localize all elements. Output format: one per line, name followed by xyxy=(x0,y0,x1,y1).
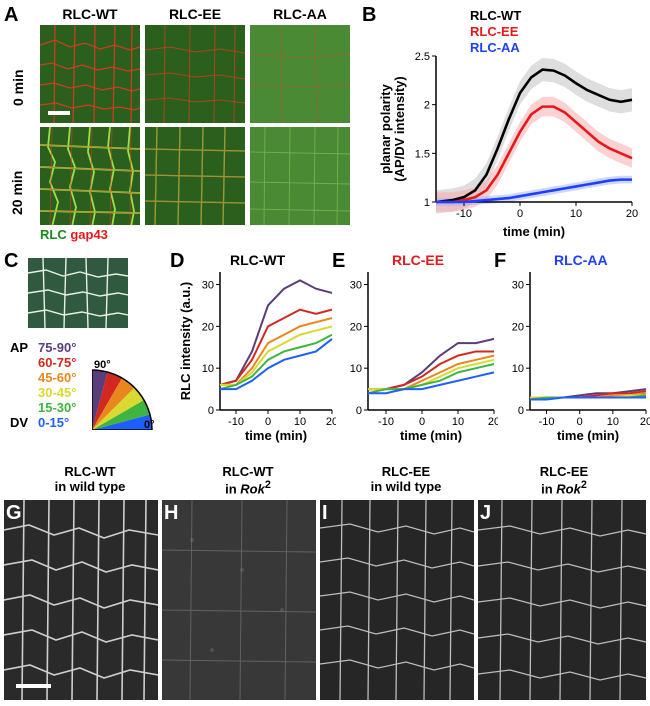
svg-text:(AP/DV intensity): (AP/DV intensity) xyxy=(392,76,407,181)
svg-text:10: 10 xyxy=(294,416,306,428)
svg-text:0: 0 xyxy=(419,416,425,428)
row-title-20: 20 min xyxy=(9,145,25,215)
svg-text:20: 20 xyxy=(640,416,650,428)
title-i: RLC-EEin wild type xyxy=(336,464,476,494)
panel-label-i: I xyxy=(322,502,328,525)
svg-text:time (min): time (min) xyxy=(557,428,619,443)
micrograph-a-ee-20 xyxy=(145,127,245,225)
svg-text:1: 1 xyxy=(424,197,430,209)
micrograph-a-aa-0 xyxy=(250,25,350,123)
svg-text:30: 30 xyxy=(512,280,524,292)
micrograph-a-aa-20 xyxy=(250,127,350,225)
chart-d: -10 0 10 20 0 10 20 30 time (min) RLC intensity (… xyxy=(178,266,336,444)
svg-text:time (min): time (min) xyxy=(400,428,462,443)
micrograph-a-wt-0 xyxy=(40,25,140,123)
schematic-c xyxy=(28,258,128,328)
svg-text:-10: -10 xyxy=(539,416,555,428)
svg-text:20: 20 xyxy=(326,416,336,428)
svg-text:1.5: 1.5 xyxy=(415,148,430,160)
chart-f: -10 0 10 20 0 10 20 30 time (min) xyxy=(502,266,650,444)
label-rlc-green: RLC gap43 xyxy=(40,227,108,242)
svg-text:planar polarity: planar polarity xyxy=(378,83,393,173)
svg-text:90°: 90° xyxy=(94,360,111,371)
micrograph-j xyxy=(478,500,646,700)
chart-b: -10 0 10 20 1 1.5 2 2.5 time (min) planar polarit… xyxy=(378,18,640,240)
svg-text:0: 0 xyxy=(517,208,523,220)
svg-text:time (min): time (min) xyxy=(503,224,565,239)
panel-label-a: A xyxy=(4,4,18,27)
svg-text:0: 0 xyxy=(518,405,524,417)
title-g: RLC-WTin wild type xyxy=(20,464,160,494)
svg-text:RLC intensity (a.u.): RLC intensity (a.u.) xyxy=(178,282,193,400)
svg-text:20: 20 xyxy=(626,208,638,220)
micrograph-i xyxy=(320,500,474,700)
panel-label-h: H xyxy=(164,502,178,525)
col-title-ee: RLC-EE xyxy=(145,6,245,22)
svg-text:0°: 0° xyxy=(144,419,155,430)
legend-c: AP75-90° 60-75° 45-60° 30-45° 15-30° DV0… xyxy=(10,340,76,430)
col-title-wt: RLC-WT xyxy=(40,6,140,22)
panel-label-j: J xyxy=(480,502,491,525)
svg-text:10: 10 xyxy=(607,416,619,428)
angle-wedge: 90° 0° xyxy=(92,360,162,430)
svg-text:20: 20 xyxy=(202,321,214,333)
micrograph-a-wt-20 xyxy=(40,127,140,225)
row-title-0: 0 min xyxy=(10,46,26,106)
svg-text:0: 0 xyxy=(208,405,214,417)
micrograph-h xyxy=(162,500,316,700)
svg-text:0: 0 xyxy=(265,416,271,428)
scale-bar-g xyxy=(16,684,51,688)
panel-label-c: C xyxy=(4,250,18,273)
title-j: RLC-EEin Rok2 xyxy=(494,464,634,496)
chart-e: -10 0 10 20 0 10 20 30 time (min) xyxy=(340,266,498,444)
svg-text:10: 10 xyxy=(452,416,464,428)
micrograph-g xyxy=(4,500,158,700)
svg-text:20: 20 xyxy=(488,416,498,428)
scale-bar-a xyxy=(48,111,70,115)
svg-text:20: 20 xyxy=(350,321,362,333)
micrograph-a-ee-0 xyxy=(145,25,245,123)
svg-text:0: 0 xyxy=(577,416,583,428)
svg-text:20: 20 xyxy=(512,321,524,333)
svg-text:2: 2 xyxy=(424,100,430,112)
svg-text:-10: -10 xyxy=(456,208,472,220)
svg-text:10: 10 xyxy=(570,208,582,220)
svg-text:30: 30 xyxy=(350,280,362,292)
svg-text:time (min): time (min) xyxy=(245,428,307,443)
svg-text:-10: -10 xyxy=(228,416,244,428)
title-h: RLC-WTin Rok2 xyxy=(178,464,318,496)
panel-label-g: G xyxy=(6,502,22,525)
svg-text:10: 10 xyxy=(350,363,362,375)
svg-text:10: 10 xyxy=(512,363,524,375)
svg-text:2.5: 2.5 xyxy=(415,51,430,63)
panel-label-b: B xyxy=(362,4,376,27)
col-title-aa: RLC-AA xyxy=(250,6,350,22)
svg-text:-10: -10 xyxy=(378,416,394,428)
svg-text:10: 10 xyxy=(202,363,214,375)
svg-text:0: 0 xyxy=(356,405,362,417)
svg-text:30: 30 xyxy=(202,280,214,292)
